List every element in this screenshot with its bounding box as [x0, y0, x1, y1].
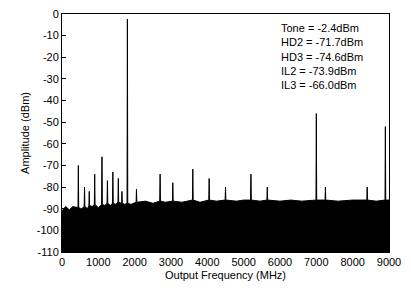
svg-text:5000: 5000 — [231, 256, 255, 268]
svg-text:9000: 9000 — [377, 256, 401, 268]
svg-text:-90: -90 — [43, 203, 59, 215]
svg-text:0: 0 — [59, 256, 65, 268]
svg-text:-50: -50 — [43, 116, 59, 128]
svg-text:Tone = -2.4dBmHD2 = -71.7dBmHD: Tone = -2.4dBmHD2 = -71.7dBmHD3 = -74.6d… — [281, 22, 363, 91]
svg-text:-20: -20 — [43, 51, 59, 63]
svg-text:7000: 7000 — [304, 256, 328, 268]
svg-text:-30: -30 — [43, 73, 59, 85]
svg-text:Output Frequency (MHz): Output Frequency (MHz) — [165, 269, 286, 281]
svg-text:-110: -110 — [38, 246, 59, 258]
svg-text:-60: -60 — [43, 138, 59, 150]
svg-text:4000: 4000 — [195, 256, 219, 268]
svg-text:-100: -100 — [37, 224, 59, 236]
svg-text:-10: -10 — [43, 29, 59, 41]
svg-text:3000: 3000 — [159, 256, 183, 268]
svg-text:6000: 6000 — [268, 256, 292, 268]
svg-text:2000: 2000 — [122, 256, 146, 268]
svg-text:-80: -80 — [43, 181, 59, 193]
svg-text:Amplitude (dBm): Amplitude (dBm) — [19, 92, 31, 174]
svg-text:-40: -40 — [43, 94, 59, 106]
svg-text:-70: -70 — [43, 159, 59, 171]
svg-text:8000: 8000 — [340, 256, 364, 268]
svg-text:0: 0 — [53, 8, 59, 20]
svg-text:1000: 1000 — [86, 256, 110, 268]
